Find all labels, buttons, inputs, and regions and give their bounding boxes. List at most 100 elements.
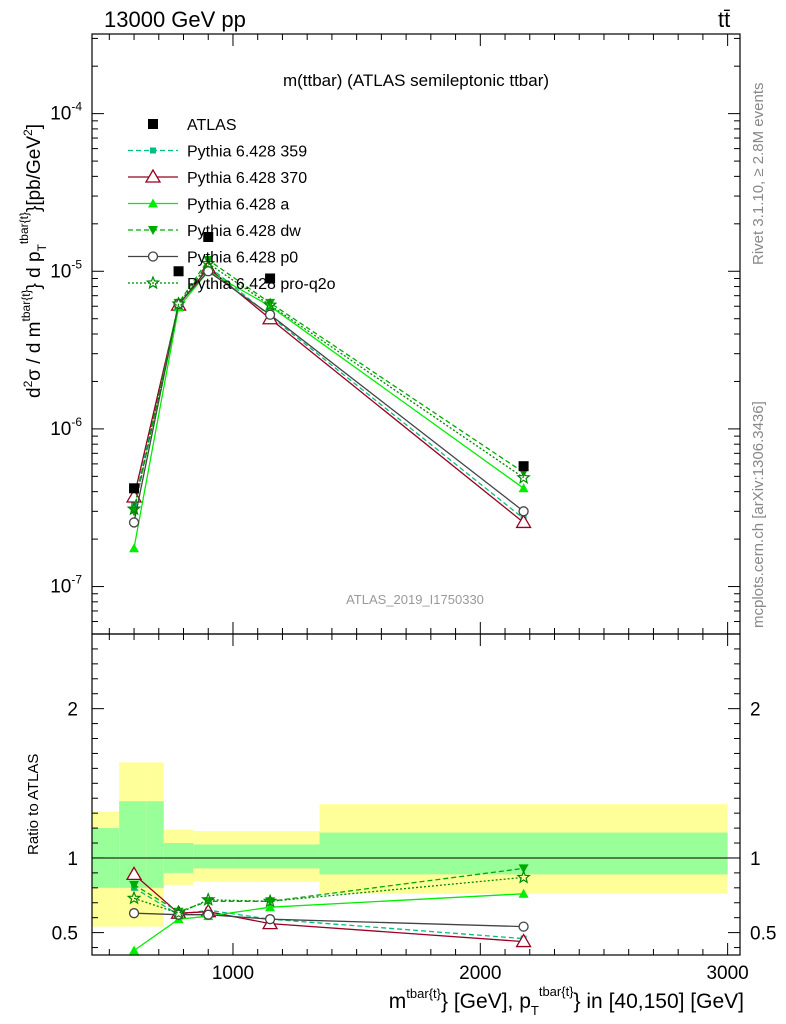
- ratio-point: [125, 866, 143, 881]
- ratio-y-tick-label-right: 1: [750, 849, 761, 870]
- ratio-series-pythia-6-428-a: [129, 888, 529, 955]
- band-inner-5: [232, 844, 320, 869]
- data-point: [518, 506, 529, 517]
- legend-marker: [147, 251, 159, 262]
- ratio-point: [200, 892, 216, 906]
- legend-item-2: Pythia 6.428 a: [128, 197, 289, 214]
- data-point: [265, 298, 276, 308]
- ratio-point: [171, 905, 186, 920]
- legend-marker: [150, 147, 156, 154]
- atlas-data-point: [518, 461, 529, 472]
- ratio-point: [129, 880, 140, 890]
- atlas-data-point: [265, 273, 276, 284]
- ratio-point: [129, 945, 140, 955]
- legend-label: Pythia 6.428 dw: [187, 223, 301, 240]
- data-point: [131, 501, 138, 508]
- ratio-point: [516, 869, 531, 884]
- series-line: [133, 262, 524, 510]
- series-line: [133, 270, 524, 549]
- x-tick-label: 1000: [212, 963, 254, 984]
- series-atlas: [129, 231, 529, 494]
- ratio-line: [133, 893, 524, 952]
- legend-label: Pythia 6.428 a: [187, 197, 289, 214]
- series-pythia-6-428-370: [125, 259, 532, 529]
- data-point: [128, 517, 140, 528]
- ratio-point: [265, 902, 276, 912]
- series-line: [133, 265, 525, 520]
- series-line: [133, 258, 524, 512]
- ratio-point: [128, 908, 140, 919]
- data-point: [518, 483, 529, 493]
- legend-label: Pythia 6.428 pro-q2o: [187, 276, 336, 293]
- svg-text:d2σ / d mtbar{t}} d pTtbar{t}}: d2σ / d mtbar{t}} d pTtbar{t}}[pb/GeV2]: [17, 124, 49, 398]
- header-right: tt̄: [718, 7, 730, 32]
- series-line: [133, 270, 524, 523]
- y-tick-label: 10-7: [50, 573, 82, 598]
- atlas-data-point: [203, 231, 214, 242]
- y-axis-label-ratio: Ratio to ATLAS: [25, 754, 42, 855]
- legend-item-atlas: ATLAS: [148, 117, 237, 134]
- legend-label: Pythia 6.428 359: [187, 144, 307, 161]
- ratio-point: [264, 914, 276, 925]
- band-inner-2: [146, 801, 164, 888]
- ratio-y-tick-label: 0.5: [52, 924, 78, 945]
- atlas-data-point: [129, 483, 140, 494]
- ratio-y-tick-label-right: 2: [750, 700, 761, 721]
- x-axis-label: mtbar{t}} [GeV], pTtbar{t}} in [40,150] …: [389, 984, 744, 1018]
- data-point: [516, 470, 531, 484]
- ratio-y-tick-label: 1: [67, 849, 78, 870]
- ratio-line: [133, 912, 524, 928]
- ratio-y-tick-label-right: 0.5: [750, 924, 776, 945]
- mcplots-label: mcplots.cern.ch [arXiv:1306.3436]: [750, 401, 767, 628]
- y-tick-label: 10-5: [50, 257, 82, 282]
- header-left: 13000 GeV pp: [104, 7, 246, 32]
- legend-label: Pythia 6.428 p0: [187, 250, 298, 267]
- x-tick-label: 3000: [706, 963, 748, 984]
- data-point: [129, 543, 140, 553]
- ratio-point: [262, 893, 278, 908]
- ratio-point: [518, 921, 529, 932]
- series-pythia-6-428-a: [129, 266, 529, 553]
- ratio-series-pythia-6-428-pro-q2o: [126, 869, 531, 920]
- legend-item-4: Pythia 6.428 p0: [128, 250, 298, 267]
- series-pythia-6-428-p0: [128, 266, 529, 528]
- data-point: [203, 255, 214, 265]
- legend-marker: [148, 198, 158, 208]
- legend-item-1: Pythia 6.428 370: [128, 168, 307, 187]
- ratio-y-tick-label: 2: [67, 700, 78, 721]
- data-point: [200, 255, 216, 270]
- legend-label: Pythia 6.428 370: [187, 170, 307, 187]
- data-point: [126, 501, 142, 516]
- watermark: ATLAS_2019_I1750330: [346, 592, 484, 607]
- data-point: [171, 296, 186, 311]
- series-pythia-6-428-pro-q2o: [126, 255, 531, 516]
- rivet-label: Rivet 3.1.10, ≥ 2.8M events: [750, 83, 767, 266]
- ratio-point: [518, 888, 529, 898]
- legend-item-5: Pythia 6.428 pro-q2o: [128, 275, 336, 293]
- y-axis-label-main: d2σ / d mtbar{t}} d pTtbar{t}}[pb/GeV2]: [17, 124, 49, 398]
- ratio-point: [126, 890, 142, 905]
- legend-label: ATLAS: [187, 117, 237, 134]
- ratio-frame: [91, 633, 741, 956]
- legend-item-0: Pythia 6.428 359: [128, 144, 307, 161]
- x-tick-label: 2000: [459, 963, 501, 984]
- y-tick-label: 10-4: [50, 100, 82, 125]
- ratio-point: [518, 864, 529, 874]
- legend-marker: [144, 168, 162, 183]
- legend-marker: [145, 275, 161, 290]
- svg-text:mtbar{t}} [GeV], pTtbar{t}} in: mtbar{t}} [GeV], pTtbar{t}} in [40,150] …: [389, 984, 744, 1018]
- band-inner-4: [193, 844, 233, 869]
- ratio-series-pythia-6-428-p0: [128, 908, 529, 932]
- series-line: [133, 266, 525, 524]
- atlas-data-point: [173, 266, 184, 277]
- series-pythia-6-428-359: [131, 263, 527, 522]
- legend-item-3: Pythia 6.428 dw: [128, 223, 301, 240]
- y-tick-label: 10-6: [50, 415, 82, 440]
- legend-marker: [148, 226, 158, 235]
- ratio-point: [515, 933, 532, 948]
- ratio-point: [203, 909, 214, 920]
- data-point: [515, 514, 532, 529]
- data-point: [264, 309, 276, 320]
- plot-title: m(ttbar) (ATLAS semileptonic ttbar): [283, 71, 549, 90]
